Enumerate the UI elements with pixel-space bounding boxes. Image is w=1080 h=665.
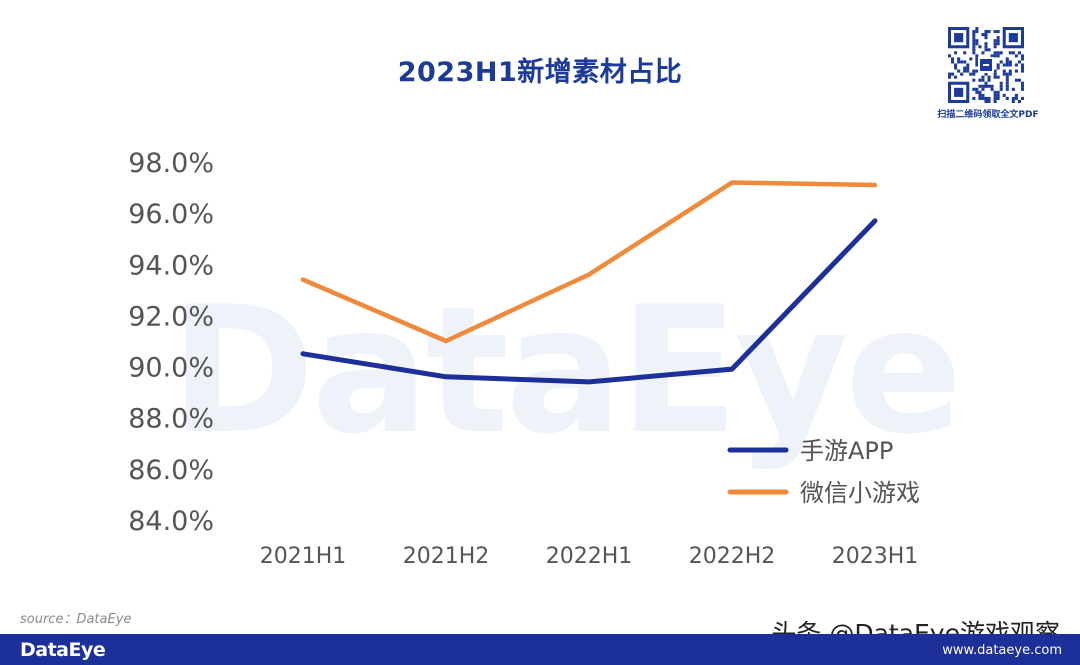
- legend-label-mini-game: 微信小游戏: [800, 479, 920, 507]
- y-tick-label: 98.0%: [128, 148, 214, 179]
- footer-url: www.dataeye.com: [942, 643, 1062, 658]
- x-tick-label: 2021H1: [260, 544, 347, 569]
- y-tick-label: 96.0%: [128, 199, 214, 230]
- x-tick-label: 2022H1: [546, 544, 633, 569]
- y-tick-label: 84.0%: [128, 506, 214, 537]
- qr-code-icon: [948, 27, 1024, 103]
- footer-logo: DataEye: [20, 639, 106, 661]
- y-tick-label: 86.0%: [128, 455, 214, 486]
- y-tick-label: 94.0%: [128, 250, 214, 281]
- y-tick-label: 90.0%: [128, 353, 214, 384]
- source-note: source：DataEye: [20, 612, 132, 627]
- legend-label-app: 手游APP: [800, 437, 893, 465]
- x-tick-label: 2022H2: [689, 544, 776, 569]
- footer-bar: DataEye www.dataeye.com: [0, 634, 1080, 665]
- line-chart: 84.0% 86.0% 88.0% 90.0% 92.0% 94.0% 96.0% 98.0%…: [128, 148, 920, 569]
- y-tick-label: 88.0%: [128, 404, 214, 435]
- series-line-mini-game: [300, 180, 878, 344]
- x-tick-label: 2021H2: [403, 544, 490, 569]
- chart-title: 2023H1新增素材占比: [397, 57, 683, 88]
- y-tick-label: 92.0%: [128, 301, 214, 332]
- x-tick-label: 2023H1: [832, 544, 919, 569]
- qr-caption: 扫描二维码领取全文PDF: [937, 110, 1039, 120]
- series-line-app: [300, 218, 878, 385]
- watermark-text: DataEye: [170, 270, 963, 473]
